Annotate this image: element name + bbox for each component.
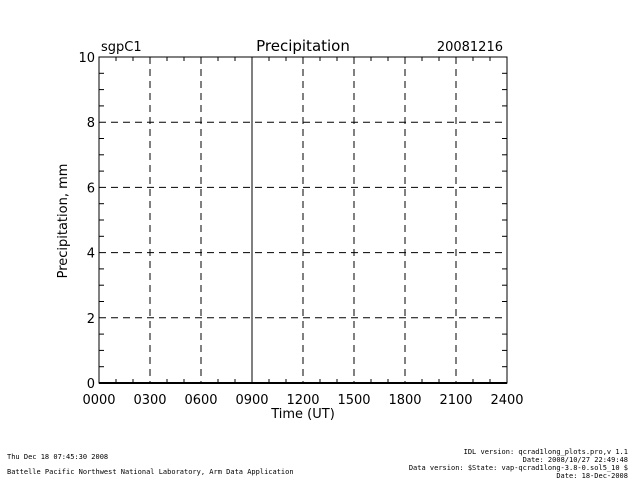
y-tick-label: 0 — [87, 377, 95, 392]
x-tick-label: 2400 — [490, 393, 523, 408]
x-tick-label: 0300 — [133, 393, 166, 408]
x-tick-label: 1800 — [388, 393, 421, 408]
x-tick-label: 1500 — [337, 393, 370, 408]
data-version: Data version: $State: vap-qcrad1long-3.8… — [408, 464, 628, 472]
idl-version: IDL version: qcrad1long_plots.pro,v 1.1 — [463, 448, 628, 456]
x-tick-label: 0900 — [235, 393, 268, 408]
y-tick-label: 4 — [87, 247, 95, 262]
x-tick-label: 0000 — [82, 393, 115, 408]
y-tick-label: 10 — [78, 51, 95, 66]
idl-date: Date: 2008/10/27 22:49:48 — [522, 456, 628, 464]
footer-timestamp: Thu Dec 18 07:45:30 2008 — [7, 453, 109, 461]
footer-version-block: IDL version: qcrad1long_plots.pro,v 1.1 … — [409, 448, 628, 480]
x-tick-label: 2100 — [439, 393, 472, 408]
y-tick-label: 2 — [87, 312, 95, 327]
x-axis-title: Time (UT) — [270, 407, 335, 422]
y-tick-label: 6 — [87, 181, 95, 196]
grid-lines — [99, 57, 507, 383]
axis-ticks — [99, 57, 507, 383]
x-tick-label: 1200 — [286, 393, 319, 408]
y-tick-label: 8 — [87, 116, 95, 131]
y-axis-title: Precipitation, mm — [56, 164, 71, 279]
x-tick-label: 0600 — [184, 393, 217, 408]
chart-title: Precipitation — [256, 37, 350, 55]
site-label: sgpC1 — [101, 40, 142, 55]
footer-lab: Battelle Pacific Northwest National Labo… — [7, 468, 294, 476]
data-date: Date: 18-Dec-2008 — [556, 472, 628, 480]
tick-labels: 0000 0300 0600 0900 1200 1500 1800 2100 2400 0 2 4 6… — [78, 51, 523, 408]
date-label: 20081216 — [437, 40, 503, 55]
